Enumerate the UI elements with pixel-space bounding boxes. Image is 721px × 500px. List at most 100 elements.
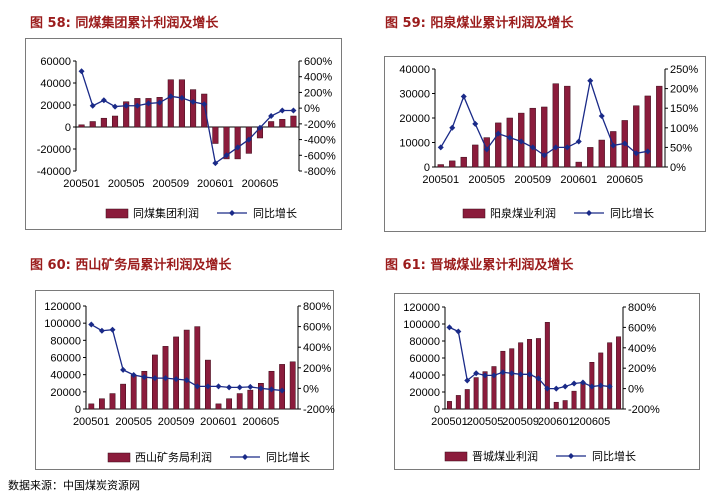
profit-bar <box>482 371 488 410</box>
right-tick-label: 400% <box>304 72 332 84</box>
profit-bar <box>223 126 230 160</box>
profit-bar <box>134 98 141 128</box>
growth-point <box>112 103 119 110</box>
profit-bar <box>449 160 456 168</box>
chart-58-panel: 60000 40000 20000 0 -20000 -40000 600% 400% 200%… <box>25 38 342 230</box>
growth-point <box>268 386 275 393</box>
growth-point <box>517 371 524 378</box>
growth-point <box>98 327 105 334</box>
x-tick-label: 200509 <box>158 416 195 428</box>
profit-bar <box>109 393 116 410</box>
profit-bar <box>247 389 254 410</box>
growth-point <box>256 124 263 131</box>
profit-bar <box>152 354 158 410</box>
growth-point <box>579 379 586 386</box>
right-tick-label: 200% <box>628 363 656 375</box>
profit-bar <box>553 401 559 410</box>
x-tick-label: 200605 <box>242 178 279 190</box>
profit-bar <box>455 395 461 410</box>
left-tick-label: 40000 <box>40 78 71 90</box>
growth-point <box>473 370 480 377</box>
legend-line-marker <box>229 210 235 216</box>
profit-bar <box>541 106 548 168</box>
x-tick-label: 200601 <box>560 174 597 186</box>
profit-bar <box>446 401 452 410</box>
right-tick-label: 800% <box>628 302 656 314</box>
source-note: 数据来源：中国煤炭资源网 <box>8 479 140 492</box>
chart-59: 40000 30000 20000 10000 0 250% 200% 150% 100% 50%… <box>399 64 698 220</box>
profit-bar <box>552 83 559 168</box>
legend-bar-swatch <box>444 451 468 462</box>
profit-bar <box>145 98 152 128</box>
profit-bar <box>495 122 502 168</box>
left-tick-label: 80000 <box>409 336 440 348</box>
profit-bar <box>258 383 264 410</box>
growth-point <box>472 120 479 127</box>
growth-point <box>290 107 297 114</box>
legend-line-marker <box>242 454 248 460</box>
growth-point <box>183 377 190 384</box>
profit-bar <box>120 383 126 410</box>
right-tick-label: 150% <box>670 103 698 115</box>
profit-bar <box>279 119 286 128</box>
growth-point <box>236 384 243 391</box>
chart-61-panel: 120000 100000 80000 60000 40000 20000 0 800% 600… <box>394 293 700 470</box>
x-tick-label: 200605 <box>606 174 643 186</box>
profit-bar <box>279 364 285 410</box>
left-tick-label: 120000 <box>403 302 440 314</box>
growth-point <box>535 375 542 382</box>
x-tick-label: 200605 <box>573 416 610 428</box>
profit-bar <box>141 370 148 410</box>
growth-point <box>178 94 185 101</box>
profit-bar <box>571 390 577 410</box>
profit-bar <box>234 126 241 160</box>
profit-bar <box>190 89 197 128</box>
growth-point <box>575 138 582 145</box>
legend-bar-label: 西山矿务局利润 <box>135 450 212 464</box>
profit-bar <box>656 85 663 168</box>
x-tick-label: 200601 <box>197 178 234 190</box>
x-tick-label: 200601 <box>200 416 237 428</box>
growth-point <box>597 382 604 389</box>
profit-bar <box>437 164 444 168</box>
growth-point <box>156 99 163 106</box>
growth-point <box>279 387 286 394</box>
profit-bar <box>215 403 222 410</box>
growth-point <box>109 326 116 333</box>
growth-point <box>194 383 201 390</box>
chart-61-title: 图 61: 晋城煤业累计利润及增长 <box>385 258 574 273</box>
growth-point <box>552 144 559 151</box>
chart-60-title: 图 60: 西山矿务局累计利润及增长 <box>30 258 232 273</box>
right-tick-label: -400% <box>304 135 336 147</box>
growth-point <box>78 68 85 75</box>
growth-point <box>234 144 241 151</box>
profit-bar <box>564 85 571 168</box>
x-tick-label: 200509 <box>502 416 539 428</box>
profit-bar <box>491 366 497 410</box>
growth-point <box>190 98 197 105</box>
x-tick-label: 200509 <box>514 174 551 186</box>
right-tick-label: 600% <box>628 322 656 334</box>
chart-58-title: 图 58: 同煤集团累计利润及增长 <box>30 16 219 31</box>
x-tick-label: 200505 <box>468 174 505 186</box>
profit-bar <box>529 107 536 168</box>
x-tick-label: 200505 <box>115 416 152 428</box>
profit-bar <box>616 336 622 410</box>
growth-point <box>464 377 471 384</box>
profit-bar <box>580 383 586 410</box>
right-tick-label: 200% <box>304 87 332 99</box>
growth-point <box>571 380 578 387</box>
profit-bar <box>473 377 479 410</box>
growth-point <box>455 328 462 335</box>
x-tick-label: 200501 <box>63 178 100 190</box>
left-tick-label: 60000 <box>50 353 81 365</box>
growth-point <box>134 102 141 109</box>
growth-point <box>482 372 489 379</box>
growth-point <box>564 144 571 151</box>
growth-point <box>508 370 515 377</box>
left-tick-label: 40000 <box>399 64 430 76</box>
profit-bar <box>268 121 275 128</box>
growth-point <box>245 136 252 143</box>
legend-line-label: 同比增长 <box>610 206 654 220</box>
growth-point <box>446 324 453 331</box>
